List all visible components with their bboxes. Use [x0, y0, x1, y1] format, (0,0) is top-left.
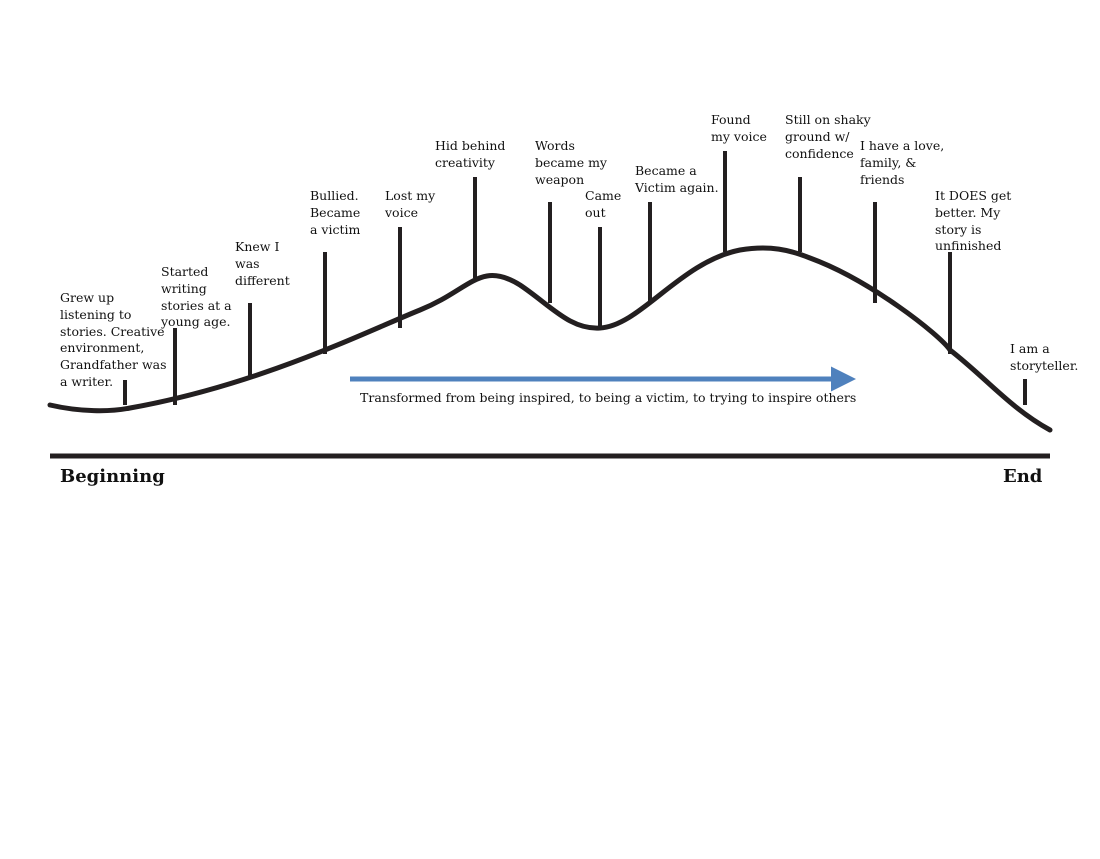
event-label-bullied: Bullied. Became a victim	[310, 188, 361, 237]
axis-end-label: End	[1003, 466, 1043, 487]
event-label-found-voice: Found my voice	[711, 112, 767, 144]
transformation-caption: Transformed from being inspired, to bein…	[360, 390, 857, 405]
event-label-gets-better: It DOES get better. My story is unfinish…	[935, 188, 1012, 254]
event-label-grew-up: Grew up listening to stories. Creative e…	[60, 290, 167, 389]
story-arc-curve	[47, 245, 1053, 433]
event-label-lost-voice: Lost my voice	[385, 188, 436, 220]
event-label-storyteller: I am a storyteller.	[1010, 341, 1079, 373]
event-label-knew-different: Knew I was different	[235, 239, 290, 288]
event-label-came-out: Came out	[585, 188, 622, 220]
axis-start-label: Beginning	[60, 466, 165, 487]
event-label-victim-again: Became a Victim again.	[635, 163, 719, 195]
event-markers	[123, 151, 1027, 405]
event-label-words-weapon: Words became my weapon	[535, 138, 607, 187]
event-label-hid-behind-creativity: Hid behind creativity	[435, 138, 506, 170]
event-label-shaky-ground: Still on shaky ground w/ confidence	[785, 112, 871, 161]
event-label-started-writing: Started writing stories at a young age.	[161, 264, 232, 330]
event-label-love-family: I have a love, family, & friends	[860, 138, 945, 187]
